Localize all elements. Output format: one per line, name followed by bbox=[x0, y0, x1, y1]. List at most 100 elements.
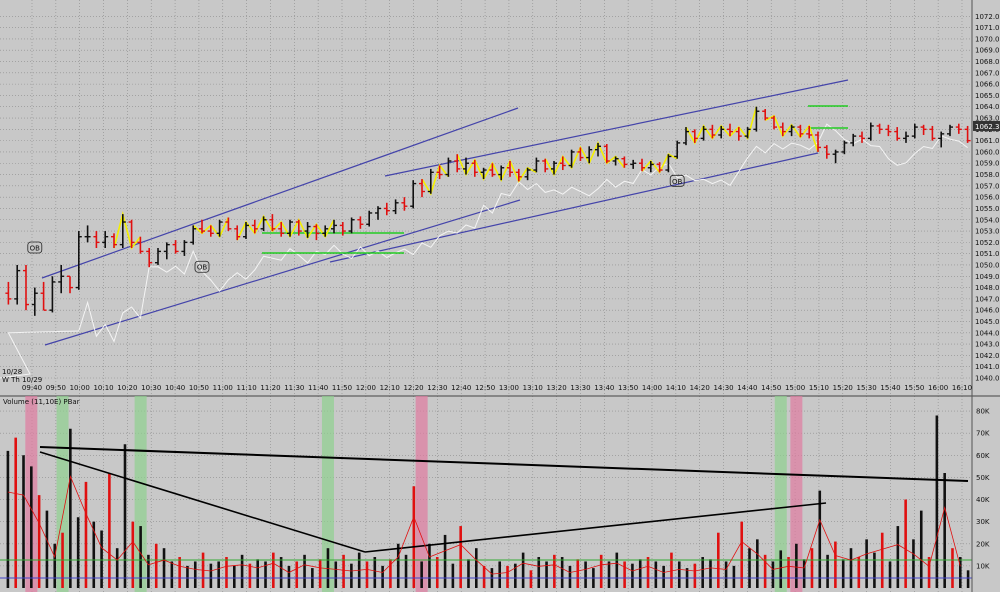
price-tick-label: 1054.00 bbox=[975, 216, 1000, 224]
volume-tick-label: 10K bbox=[976, 562, 990, 570]
price-bar bbox=[709, 124, 716, 139]
volume-y-axis: 80K 70K 60K 50K 40K 30K 20K 10K bbox=[971, 396, 990, 592]
price-bar bbox=[172, 240, 179, 254]
price-bar bbox=[84, 225, 91, 243]
price-bar bbox=[128, 219, 135, 249]
price-bar bbox=[735, 127, 742, 141]
price-tick-label: 1050.00 bbox=[975, 261, 1000, 269]
price-bar bbox=[401, 197, 408, 211]
price-tick-label: 1058.00 bbox=[975, 171, 1000, 179]
time-tick-label: 12:10 bbox=[380, 384, 400, 392]
price-tick-label: 1049.00 bbox=[975, 273, 1000, 281]
date-label-prev: 10/28 bbox=[2, 368, 22, 376]
price-bar bbox=[119, 214, 126, 249]
price-bar bbox=[146, 248, 153, 268]
time-tick-label: 13:20 bbox=[547, 384, 567, 392]
time-tick-label: 15:10 bbox=[809, 384, 829, 392]
price-bars bbox=[5, 106, 971, 316]
price-bar bbox=[947, 124, 953, 137]
price-bar bbox=[102, 231, 109, 249]
time-tick-label: 15:30 bbox=[857, 384, 877, 392]
price-bar bbox=[612, 156, 619, 166]
price-bar bbox=[524, 167, 531, 181]
price-bar bbox=[674, 140, 681, 159]
price-bar bbox=[533, 157, 540, 173]
price-bar bbox=[5, 281, 12, 305]
price-bar bbox=[163, 242, 170, 260]
price-bar bbox=[251, 219, 258, 234]
time-tick-label: 11:50 bbox=[332, 384, 352, 392]
time-tick-label: 14:40 bbox=[737, 384, 757, 392]
volume-trendline bbox=[39, 446, 969, 482]
time-tick-label: 14:50 bbox=[761, 384, 781, 392]
price-bar bbox=[14, 264, 21, 305]
price-tick-label: 1060.00 bbox=[975, 148, 1000, 156]
ob-label: OB bbox=[30, 245, 41, 253]
pattern-zigzag bbox=[544, 140, 626, 177]
time-tick-label: 14:00 bbox=[642, 384, 662, 392]
time-tick-label: 12:30 bbox=[427, 384, 447, 392]
volume-title: Volume (11,10E) PBar bbox=[3, 398, 80, 406]
price-bar bbox=[137, 236, 144, 254]
price-bar bbox=[67, 275, 73, 294]
highlight-band bbox=[321, 396, 334, 592]
date-label: W Th 10/29 bbox=[2, 376, 42, 384]
price-bar bbox=[859, 131, 865, 143]
time-tick-label: 11:30 bbox=[284, 384, 304, 392]
time-tick-label: 12:50 bbox=[475, 384, 495, 392]
price-bar bbox=[647, 160, 654, 173]
price-tick-label: 1066.00 bbox=[975, 81, 1000, 89]
price-bar bbox=[463, 157, 469, 175]
price-bar bbox=[480, 167, 487, 180]
price-bar bbox=[375, 206, 381, 220]
highlight-band bbox=[415, 396, 428, 592]
volume-tick-label: 70K bbox=[976, 430, 990, 438]
price-tick-label: 1041.00 bbox=[975, 363, 1000, 371]
price-bar bbox=[788, 124, 795, 137]
price-bar bbox=[867, 122, 874, 141]
price-tick-label: 1070.00 bbox=[975, 35, 1000, 43]
price-bar bbox=[691, 129, 698, 143]
price-tick-label: 1044.00 bbox=[975, 329, 1000, 337]
price-bar bbox=[58, 264, 65, 294]
price-bar bbox=[357, 216, 364, 229]
highlight-band bbox=[790, 396, 803, 592]
price-bar bbox=[911, 123, 918, 139]
price-tick-label: 1063.00 bbox=[975, 115, 1000, 123]
price-bar bbox=[419, 179, 425, 198]
price-tick-label: 1067.00 bbox=[975, 69, 1000, 77]
price-bar bbox=[753, 106, 760, 132]
last-price-tag bbox=[973, 120, 1000, 131]
time-tick-label: 14:10 bbox=[666, 384, 686, 392]
price-bar bbox=[427, 168, 434, 194]
price-bar bbox=[410, 180, 417, 209]
price-tick-label: 1068.00 bbox=[975, 58, 1000, 66]
time-tick-label: 12:20 bbox=[403, 384, 423, 392]
price-bar bbox=[955, 123, 962, 134]
channel-lower-line bbox=[44, 199, 521, 346]
ob-label: OB bbox=[672, 178, 683, 186]
price-bar bbox=[665, 154, 672, 173]
time-tick-label: 12:40 bbox=[451, 384, 471, 392]
price-bar bbox=[920, 124, 927, 135]
price-tick-label: 1051.00 bbox=[975, 250, 1000, 258]
price-bar bbox=[639, 158, 645, 172]
price-bar bbox=[49, 276, 56, 313]
time-tick-label: 12:00 bbox=[356, 384, 376, 392]
time-tick-label: 10:00 bbox=[70, 384, 90, 392]
time-tick-label: 09:50 bbox=[46, 384, 66, 392]
ob-label: OB bbox=[197, 264, 208, 272]
price-tick-label: 1045.00 bbox=[975, 318, 1000, 326]
price-tick-label: 1048.00 bbox=[975, 284, 1000, 292]
price-bar bbox=[40, 281, 47, 311]
price-bar bbox=[938, 131, 945, 148]
price-bar bbox=[815, 131, 821, 152]
price-bar bbox=[568, 149, 575, 168]
volume-tick-label: 80K bbox=[976, 408, 990, 416]
price-bar bbox=[656, 162, 663, 173]
channel-upper-line bbox=[384, 79, 849, 177]
channel-lower-line bbox=[329, 152, 819, 263]
price-bar bbox=[31, 287, 38, 316]
pattern-zigzag bbox=[113, 210, 142, 250]
